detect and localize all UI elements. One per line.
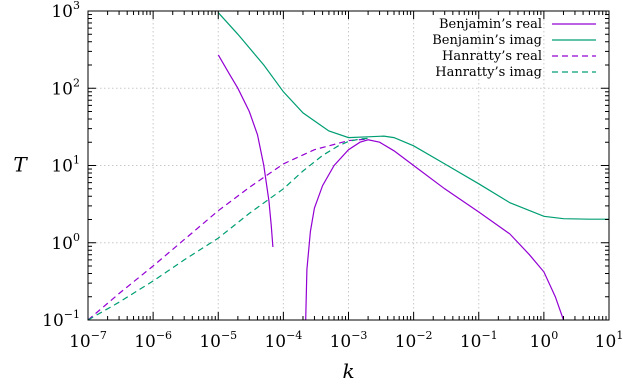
x-tick-label: 10−7 bbox=[69, 329, 107, 352]
x-tick-label: 10−1 bbox=[460, 329, 498, 352]
y-tick-label: 102 bbox=[51, 76, 80, 99]
grid bbox=[88, 11, 609, 320]
x-tick-label: 100 bbox=[530, 329, 559, 352]
legend-label: Hanratty’s imag bbox=[435, 65, 542, 80]
legend-label: Hanratty’s real bbox=[442, 49, 542, 64]
x-tick-label: 10−2 bbox=[395, 329, 433, 352]
x-tick-label: 10−6 bbox=[134, 329, 172, 352]
series-line bbox=[305, 139, 565, 321]
x-tick-label: 10−3 bbox=[330, 329, 368, 352]
x-tick-label: 10−5 bbox=[199, 329, 237, 352]
y-tick-label: 100 bbox=[51, 231, 80, 254]
y-tick-label: 103 bbox=[51, 0, 80, 22]
x-axis-label: k bbox=[342, 359, 354, 383]
y-axis-label: T bbox=[13, 153, 28, 177]
x-tick-label: 101 bbox=[595, 329, 623, 352]
x-tick-label: 10−4 bbox=[264, 329, 302, 352]
y-tick-label: 101 bbox=[51, 154, 80, 177]
series-line bbox=[87, 138, 369, 321]
plot-series bbox=[87, 12, 609, 321]
y-tick-label: 10−1 bbox=[42, 308, 80, 331]
series-line bbox=[217, 54, 274, 248]
series-line bbox=[217, 12, 609, 220]
legend-label: Benjamin’s real bbox=[439, 17, 542, 32]
axis-ticks: 10−7 10−6 10−5 10−4 10−3 10−2 10−1 100 101 10−1 10… bbox=[42, 0, 623, 352]
series-line bbox=[87, 137, 369, 321]
legend-label: Benjamin’s imag bbox=[432, 33, 542, 48]
